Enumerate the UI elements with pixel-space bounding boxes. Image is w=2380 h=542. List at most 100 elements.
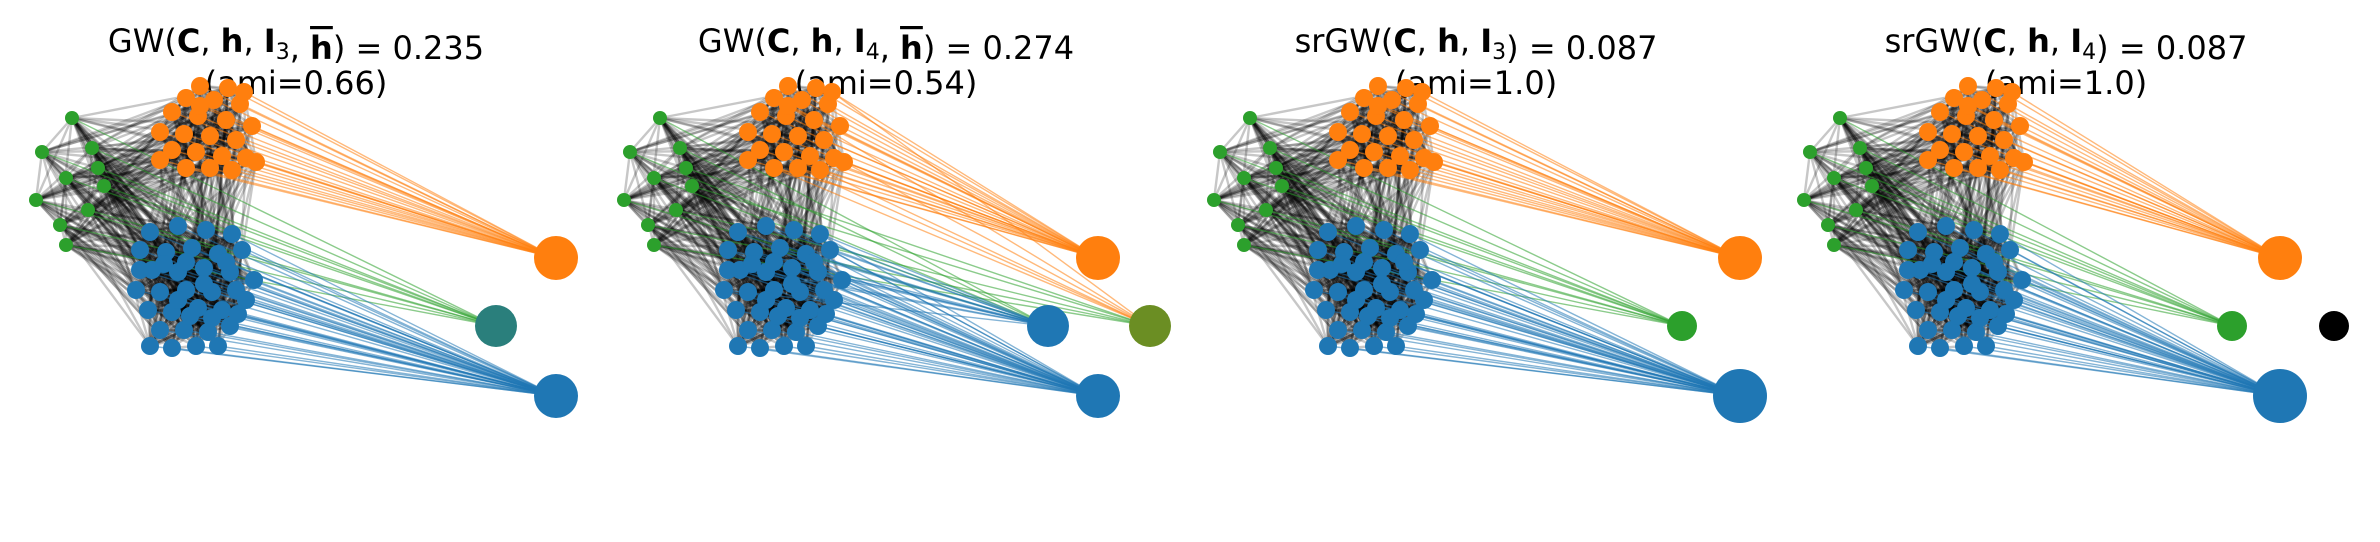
graph-node-orange xyxy=(1931,141,1949,159)
graph-node-green xyxy=(53,218,67,232)
cluster-nodes xyxy=(1027,236,1171,418)
graph-node-blue xyxy=(187,337,205,355)
graph-node-blue xyxy=(203,309,221,327)
graph-node-blue xyxy=(1945,253,1963,271)
graph-node-blue xyxy=(169,291,187,309)
graph-node-blue xyxy=(181,307,199,325)
graph-node-green xyxy=(1821,218,1835,232)
graph-node-blue xyxy=(1909,337,1927,355)
graph-nodes xyxy=(1207,77,1443,357)
graph-node-blue xyxy=(2001,241,2019,259)
graph-node-blue xyxy=(719,241,737,259)
cluster-node-orange xyxy=(534,236,578,280)
cluster-node-green xyxy=(2217,311,2247,341)
graph-node-orange xyxy=(191,97,209,115)
cluster-node-black xyxy=(2319,311,2349,341)
graph-node-blue xyxy=(1991,225,2009,243)
graph-node-orange xyxy=(1341,141,1359,159)
graph-node-blue xyxy=(1899,261,1917,279)
graph-node-orange xyxy=(2003,83,2021,101)
graph-node-blue xyxy=(155,255,173,273)
graph-node-blue xyxy=(1359,307,1377,325)
graph-node-green xyxy=(1237,171,1251,185)
graph-node-blue xyxy=(783,275,801,293)
graph-node-orange xyxy=(163,141,181,159)
graph-node-blue xyxy=(1955,337,1973,355)
graph-node-green xyxy=(1259,203,1273,217)
graph-node-blue xyxy=(739,321,757,339)
graph-node-green xyxy=(1833,111,1847,125)
graph-nodes xyxy=(29,77,265,357)
graph-node-blue xyxy=(183,239,201,257)
graph-node-blue xyxy=(751,339,769,357)
graph-node-blue xyxy=(1347,291,1365,309)
cluster-node-green xyxy=(475,305,517,347)
graph-node-orange xyxy=(779,77,797,95)
graph-node-blue xyxy=(1361,239,1379,257)
graph-node-orange xyxy=(151,151,169,169)
graph-node-blue xyxy=(1401,225,1419,243)
graph-node-orange xyxy=(763,125,781,143)
graph-node-blue xyxy=(1373,275,1391,293)
graph-node-green xyxy=(1803,145,1817,159)
graph-node-blue xyxy=(1309,241,1327,259)
graph-node-blue xyxy=(1937,291,1955,309)
graph-node-orange xyxy=(807,79,825,97)
graph-node-blue xyxy=(833,271,851,289)
cluster-node-orange xyxy=(1718,236,1762,280)
graph-node-orange xyxy=(765,89,783,107)
graph-node-blue xyxy=(757,291,775,309)
graph-node-blue xyxy=(739,283,757,301)
panel-title: srGW(C, h, I3) = 0.087 xyxy=(1295,22,1658,67)
graph-node-blue xyxy=(1395,253,1413,271)
graph-node-blue xyxy=(1387,337,1405,355)
graph-node-orange xyxy=(191,77,209,95)
graph-node-orange xyxy=(1383,91,1401,109)
graph-node-blue xyxy=(811,225,829,243)
graph-node-blue xyxy=(1971,309,1989,327)
graph-node-orange xyxy=(823,83,841,101)
graph-node-green xyxy=(65,111,79,125)
graph-node-blue xyxy=(209,337,227,355)
graph-node-green xyxy=(679,161,693,175)
graph-node-orange xyxy=(775,143,793,161)
graph-node-blue xyxy=(141,223,159,241)
graph-node-orange xyxy=(1353,125,1371,143)
graph-node-blue xyxy=(729,337,747,355)
graph-node-blue xyxy=(785,221,803,239)
graph-node-orange xyxy=(1931,103,1949,121)
cluster-node-blue xyxy=(1713,369,1767,423)
graph-node-blue xyxy=(729,223,747,241)
graph-node-blue xyxy=(223,225,241,243)
graph-node-green xyxy=(1237,238,1251,252)
graph-node-orange xyxy=(1969,127,1987,145)
cluster-node-blue xyxy=(1076,374,1120,418)
graph-node-green xyxy=(1275,179,1289,193)
graph-nodes xyxy=(617,77,853,357)
graph-node-orange xyxy=(243,117,261,135)
graph-node-blue xyxy=(1319,223,1337,241)
graph-node-orange xyxy=(1355,89,1373,107)
cluster-node-blue xyxy=(2253,369,2307,423)
graph-node-orange xyxy=(163,103,181,121)
graph-node-orange xyxy=(1985,111,2003,129)
panel-3: srGW(C, h, I3) = 0.087(ami=1.0) xyxy=(1207,22,1767,423)
graph-node-blue xyxy=(1909,223,1927,241)
graph-node-green xyxy=(623,145,637,159)
graph-node-orange xyxy=(175,125,193,143)
graph-node-blue xyxy=(1963,275,1981,293)
graph-node-blue xyxy=(151,283,169,301)
panel-4: srGW(C, h, I4) = 0.087(ami=1.0) xyxy=(1797,22,2349,423)
graph-node-blue xyxy=(195,275,213,293)
graph-node-blue xyxy=(1375,221,1393,239)
graph-node-blue xyxy=(151,321,169,339)
graph-node-blue xyxy=(1951,239,1969,257)
graph-node-orange xyxy=(1329,123,1347,141)
graph-node-orange xyxy=(217,111,235,129)
graph-node-orange xyxy=(187,143,205,161)
graph-nodes xyxy=(1797,77,2033,357)
graph-node-blue xyxy=(1333,255,1351,273)
graph-node-orange xyxy=(779,97,797,115)
graph-node-orange xyxy=(177,159,195,177)
graph-node-blue xyxy=(1341,339,1359,357)
